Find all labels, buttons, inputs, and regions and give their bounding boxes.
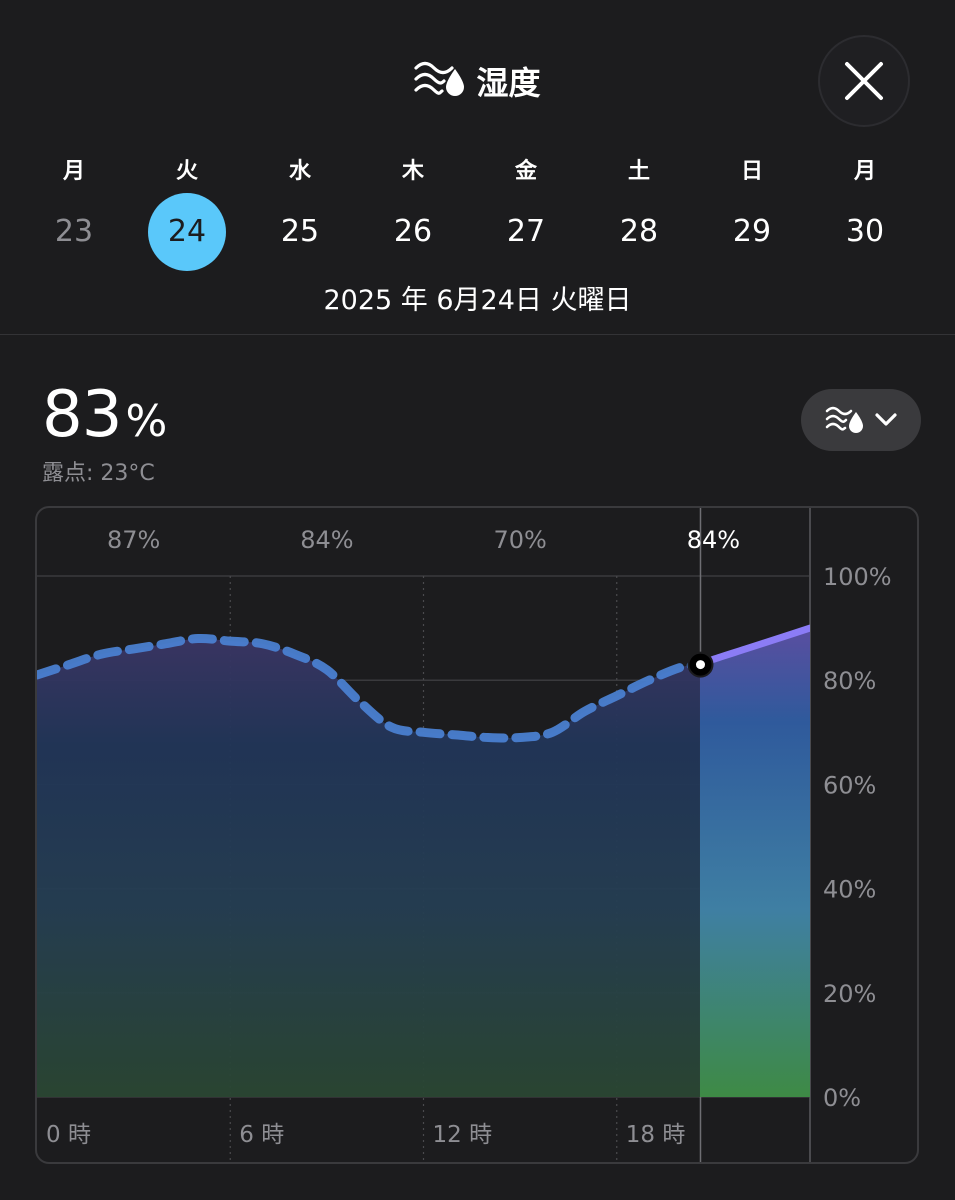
period-max-label: 84%	[300, 526, 353, 554]
y-tick-label: 0%	[823, 1084, 861, 1112]
current-point-dot	[695, 660, 705, 670]
y-tick-label: 20%	[823, 980, 876, 1008]
humidity-number: 83	[42, 378, 122, 452]
chart-lines	[37, 624, 810, 743]
x-tick-label: 6 時	[239, 1122, 284, 1148]
day-number: 25	[280, 214, 320, 249]
close-button[interactable]	[818, 35, 910, 127]
weekday-label: 土	[627, 159, 650, 184]
humidity-icon	[414, 59, 466, 103]
y-tick-label: 60%	[823, 771, 876, 799]
day-number: 27	[506, 214, 546, 249]
y-tick-label: 80%	[823, 667, 876, 695]
y-tick-label: 100%	[823, 563, 892, 591]
metric-dropdown-button[interactable]	[801, 389, 921, 451]
period-max-label: 87%	[107, 526, 160, 554]
week-day-picker: 月 23 火 24 水 25 木 26 金 27 土 28 日 29 月 30	[0, 145, 955, 275]
period-max-label: 84%	[687, 526, 740, 554]
day-number: 23	[54, 214, 94, 249]
weekday-label: 金	[514, 159, 537, 184]
area-past	[37, 638, 700, 1097]
humidity-chart: 100% 80% 60% 40% 20% 0% 0 時 6 時 12 時 18 時 87% 84% 70…	[35, 506, 919, 1164]
humidity-unit: %	[125, 396, 167, 447]
day-number: 29	[732, 214, 772, 249]
x-tick-label: 0 時	[46, 1122, 91, 1148]
weekday-label: 木	[401, 159, 424, 184]
weekday-label: 水	[288, 159, 311, 184]
sheet-header: 湿度	[0, 58, 955, 104]
current-humidity-value: 83%	[42, 378, 167, 452]
day-number: 28	[619, 214, 659, 249]
chart-canvas[interactable]: 100% 80% 60% 40% 20% 0% 0 時 6 時 12 時 18 時 87% 84% 70…	[37, 508, 919, 1164]
area-forecast	[700, 628, 810, 1097]
x-tick-label: 18 時	[626, 1122, 686, 1148]
weekday-label: 月	[62, 159, 85, 184]
weekday-label: 火	[175, 159, 198, 184]
humidity-icon	[825, 406, 863, 433]
period-max-label: 70%	[493, 526, 546, 554]
dewpoint-label: 露点: 23°C	[42, 461, 155, 486]
chart-area	[37, 628, 810, 1097]
sheet-title: 湿度	[476, 64, 541, 102]
x-tick-label: 12 時	[433, 1122, 493, 1148]
day-number: 24	[148, 193, 226, 271]
selected-date-label: 2025 年 6月24日 火曜日	[323, 285, 632, 316]
divider	[0, 334, 955, 335]
close-icon	[845, 62, 883, 100]
chevron-down-icon	[875, 413, 897, 426]
day-number: 30	[845, 214, 885, 249]
day-number: 26	[393, 214, 433, 249]
weekday-label: 日	[740, 159, 763, 184]
chart-labels: 100% 80% 60% 40% 20% 0% 0 時 6 時 12 時 18 時 87% 84% 70…	[46, 526, 892, 1148]
y-tick-label: 40%	[823, 876, 876, 904]
weekday-label: 月	[853, 159, 876, 184]
